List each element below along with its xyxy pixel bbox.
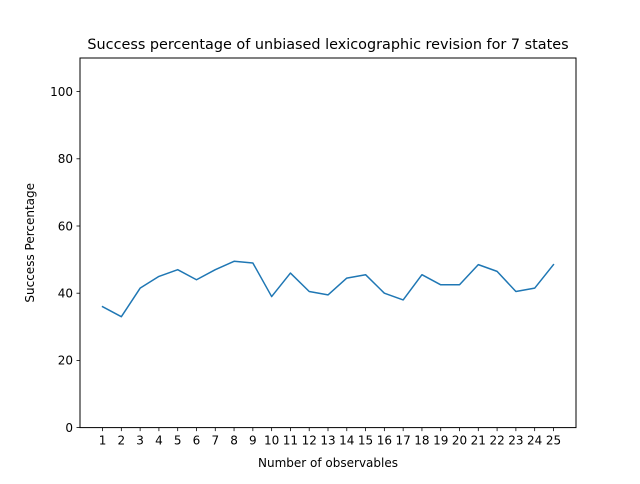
x-tick-label: 18 [414,434,429,448]
y-tick-label: 80 [58,152,73,166]
x-tick-label: 10 [264,434,279,448]
x-tick-label: 4 [155,434,163,448]
y-tick-label: 100 [50,85,73,99]
chart-title: Success percentage of unbiased lexicogra… [87,37,568,53]
x-tick-label: 19 [433,434,448,448]
y-tick-label: 20 [58,354,73,368]
x-tick-label: 20 [452,434,467,448]
x-tick-label: 25 [546,434,561,448]
y-tick-label: 60 [58,219,73,233]
y-axis-ticks: 0 20 40 60 80 100 [50,85,80,435]
x-tick-label: 11 [283,434,298,448]
plot-area-frame [79,57,577,429]
y-axis-label: Success Percentage [23,183,37,303]
y-tick-label: 0 [65,421,73,435]
x-tick-label: 5 [174,434,182,448]
x-tick-label: 8 [230,434,238,448]
x-tick-label: 17 [396,434,411,448]
x-tick-label: 23 [508,434,523,448]
x-tick-label: 7 [211,434,219,448]
x-tick-label: 2 [118,434,126,448]
x-axis-ticks: 1 2 3 4 5 6 7 8 9 10 11 12 13 14 15 16 17 18 19 20 21 22 23 24 2… [99,427,561,448]
x-tick-label: 22 [489,434,504,448]
x-axis-label: Number of observables [258,456,398,470]
x-tick-label: 1 [99,434,107,448]
x-tick-label: 6 [193,434,201,448]
y-tick-label: 40 [58,287,73,301]
x-tick-label: 13 [320,434,335,448]
x-tick-label: 15 [358,434,373,448]
x-tick-label: 14 [339,434,354,448]
x-tick-label: 12 [302,434,317,448]
series-line [101,260,555,318]
x-tick-label: 21 [471,434,486,448]
x-tick-label: 16 [377,434,392,448]
x-tick-label: 3 [136,434,144,448]
x-tick-label: 9 [249,434,257,448]
x-tick-label: 24 [527,434,542,448]
